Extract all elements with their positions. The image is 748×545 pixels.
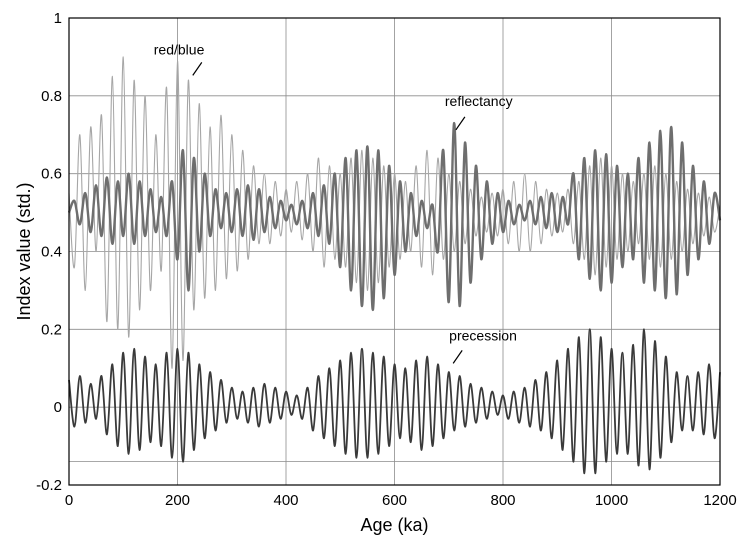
- y-tick-label: 1: [54, 10, 62, 27]
- x-axis-title: Age (ka): [360, 515, 428, 535]
- y-tick-label: 0.4: [41, 244, 62, 261]
- x-tick-label: 800: [490, 492, 515, 509]
- x-tick-label: 0: [65, 492, 73, 509]
- x-tick-label: 600: [382, 492, 407, 509]
- annotations: red/blue reflectancy precession: [154, 41, 517, 364]
- x-tick-label: 200: [165, 492, 190, 509]
- y-tick-label: 0.6: [41, 166, 62, 183]
- annotation-pointer-precession: [452, 350, 463, 364]
- series-line-reflectancy: [67, 121, 722, 312]
- y-axis-title: Index value (std.): [14, 182, 34, 320]
- y-tick-label: -0.2: [36, 477, 62, 494]
- y-tick-label: 0.8: [41, 88, 62, 105]
- annotation-pointer-reflectancy: [455, 116, 466, 131]
- annotation-pointer-red-blue: [192, 62, 203, 76]
- tick-labels: 0 200 400 600 800 1000 1200-0.200.20.40.60.81: [36, 10, 737, 509]
- y-tick-label: 0.2: [41, 321, 62, 338]
- plot-frame: [68, 17, 721, 486]
- annotation-red-blue: red/blue: [154, 41, 205, 57]
- x-tick-label: 1200: [703, 492, 736, 509]
- series-line-precession: [68, 328, 721, 475]
- series-lines: [67, 56, 722, 475]
- y-tick-label: 0: [54, 399, 62, 416]
- series-line-red-blue: [68, 56, 721, 369]
- x-tick-label: 400: [273, 492, 298, 509]
- annotation-reflectancy: reflectancy: [445, 93, 513, 109]
- annotation-precession: precession: [449, 327, 517, 343]
- x-tick-label: 1000: [595, 492, 628, 509]
